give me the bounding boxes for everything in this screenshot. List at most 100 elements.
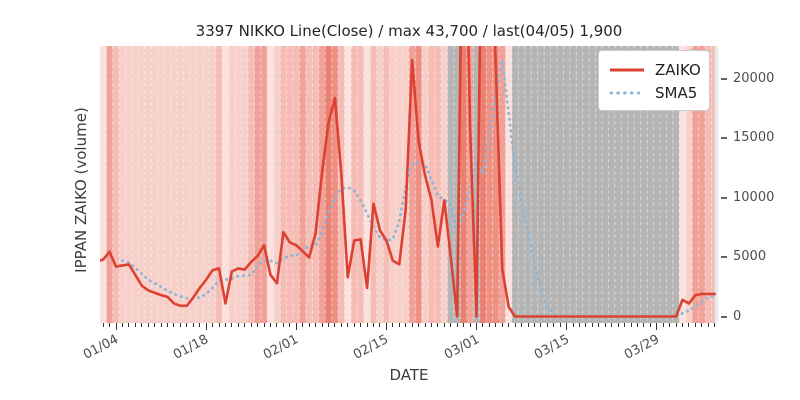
x-minor-tick [675, 323, 677, 327]
x-minor-tick [714, 323, 716, 327]
x-minor-tick [456, 323, 458, 327]
x-minor-tick [649, 323, 651, 327]
day-band [453, 46, 461, 323]
x-minor-tick [160, 323, 162, 327]
x-minor-tick [173, 323, 175, 327]
x-minor-tick [540, 323, 542, 327]
day-band [138, 46, 145, 323]
x-minor-tick [353, 323, 355, 327]
x-minor-tick [559, 323, 561, 327]
day-band [711, 46, 715, 323]
day-band [614, 46, 622, 323]
day-band [659, 46, 667, 323]
y-tick-mark [721, 78, 727, 80]
zaiko-line-swatch [610, 68, 644, 71]
x-minor-tick [141, 323, 143, 327]
x-minor-tick [527, 323, 529, 327]
x-minor-tick [707, 323, 709, 327]
x-minor-tick [398, 323, 400, 327]
legend-item-sma5: SMA5 [608, 81, 700, 104]
y-tick-mark [721, 137, 727, 140]
day-band [537, 46, 545, 323]
day-band [679, 46, 686, 323]
zaiko-line [100, 46, 716, 318]
x-minor-tick [430, 323, 432, 327]
day-band [692, 46, 699, 323]
x-minor-tick [379, 323, 381, 327]
day-band [569, 46, 577, 323]
x-minor-tick [443, 323, 445, 327]
x-minor-tick [624, 323, 626, 327]
day-band [634, 46, 641, 323]
x-minor-tick [212, 323, 214, 327]
x-minor-tick [682, 323, 683, 327]
day-band [466, 46, 474, 323]
day-band [157, 46, 165, 323]
y-tick-label-20000: 20000 [733, 71, 775, 86]
day-band [325, 46, 332, 323]
legend-item-zaiko: ZAIKO [608, 58, 701, 81]
day-band [563, 46, 570, 323]
x-minor-tick [276, 323, 278, 327]
day-band [511, 46, 519, 323]
x-minor-tick [231, 323, 233, 327]
x-minor-tick [450, 323, 452, 327]
x-minor-tick [533, 323, 535, 327]
x-minor-tick [546, 323, 548, 327]
day-band [556, 46, 564, 323]
day-band [293, 46, 300, 323]
day-band [196, 46, 203, 323]
day-band [389, 46, 397, 323]
x-minor-tick [521, 323, 523, 327]
x-minor-tick [237, 323, 239, 327]
x-minor-tick [514, 323, 516, 327]
x-major-tick [205, 323, 207, 330]
legend-zaiko-label: ZAIKO [655, 60, 701, 79]
day-band [447, 46, 454, 323]
x-minor-tick [392, 323, 394, 327]
day-band [621, 46, 628, 323]
y-axis-label: IPPAN ZAIKO (volume) [72, 107, 90, 273]
x-minor-tick [199, 323, 201, 327]
x-minor-tick [179, 323, 181, 327]
day-band [627, 46, 635, 323]
x-minor-tick [250, 323, 252, 327]
day-band [460, 46, 467, 323]
day-band [202, 46, 210, 323]
day-band [241, 46, 248, 323]
day-band [144, 46, 152, 323]
x-minor-tick [553, 323, 555, 327]
x-minor-tick [572, 323, 574, 327]
x-minor-tick [579, 323, 580, 327]
x-minor-tick [701, 323, 703, 327]
x-minor-tick [315, 323, 317, 327]
x-major-tick [476, 323, 477, 330]
x-minor-tick [121, 323, 123, 327]
y-tick-label-5000: 5000 [733, 249, 767, 265]
x-minor-tick [192, 323, 194, 327]
x-minor-tick [598, 323, 600, 327]
day-band [421, 46, 429, 323]
x-minor-tick [424, 323, 426, 327]
x-minor-tick [591, 323, 593, 327]
day-band [550, 46, 557, 323]
x-minor-tick [134, 323, 136, 327]
x-minor-tick [469, 323, 471, 327]
day-band [215, 46, 223, 323]
day-band [595, 46, 603, 323]
legend: ZAIKO SMA5 [598, 50, 710, 111]
x-axis-label: DATE [389, 366, 429, 384]
x-minor-tick [154, 323, 156, 327]
x-minor-tick [321, 323, 323, 327]
x-minor-tick [669, 323, 671, 327]
x-minor-tick [688, 323, 690, 327]
day-band [544, 46, 551, 323]
day-band [254, 46, 261, 323]
day-band [106, 46, 113, 323]
day-band [267, 46, 274, 323]
x-minor-tick [186, 323, 188, 327]
x-minor-tick [463, 323, 465, 327]
day-band [705, 46, 712, 323]
day-band [164, 46, 171, 323]
